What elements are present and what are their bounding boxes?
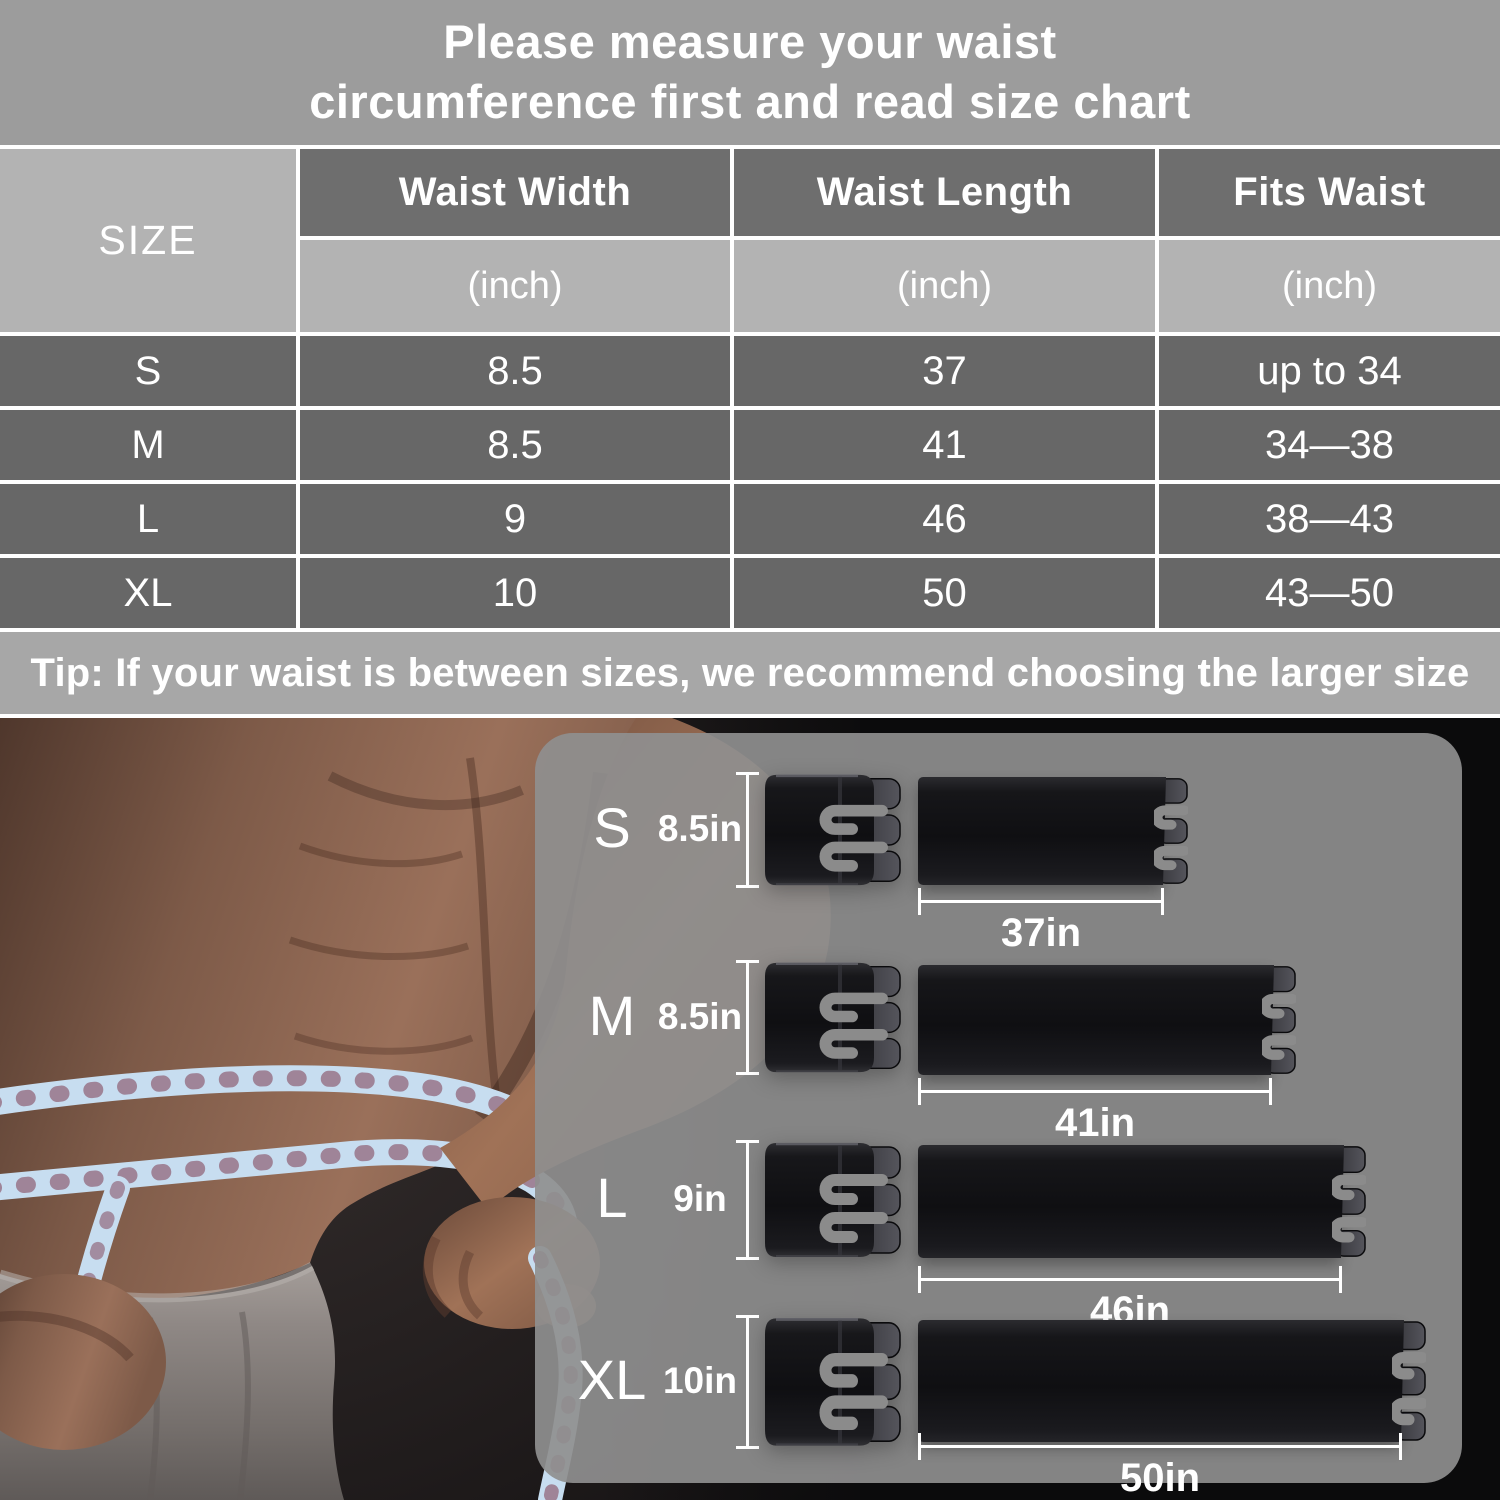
page-title-line2: circumference first and read size chart bbox=[309, 75, 1191, 128]
diagram-width-label: 9in bbox=[673, 1178, 727, 1219]
cell-waist-width: 8.5 bbox=[300, 410, 730, 480]
cell-size: S bbox=[0, 336, 296, 406]
belt-strip-end bbox=[1262, 965, 1296, 1075]
length-dimension-line bbox=[918, 1266, 1342, 1293]
column-header-fits-waist: Fits Waist bbox=[1159, 149, 1500, 236]
cell-size: XL bbox=[0, 558, 296, 628]
page-title-line1: Please measure your waist bbox=[443, 15, 1057, 68]
column-header-waist-length: Waist Length bbox=[734, 149, 1155, 236]
width-dimension-line bbox=[736, 772, 759, 888]
cell-waist-width: 9 bbox=[300, 484, 730, 554]
unit-label-waist-length: (inch) bbox=[734, 240, 1155, 332]
tip-text: Tip: If your waist is between sizes, we … bbox=[30, 650, 1470, 695]
cell-waist-length: 50 bbox=[734, 558, 1155, 628]
belt-strip-end bbox=[1332, 1145, 1366, 1258]
cell-waist-length: 37 bbox=[734, 336, 1155, 406]
diagram-size-label: XL bbox=[577, 1348, 647, 1411]
cell-waist-length: 41 bbox=[734, 410, 1155, 480]
cell-fits-waist: 34—38 bbox=[1159, 410, 1500, 480]
unit-label-waist-width: (inch) bbox=[300, 240, 730, 332]
belt-buckle-illustration bbox=[765, 1142, 901, 1257]
cell-size: M bbox=[0, 410, 296, 480]
cell-fits-waist: 43—50 bbox=[1159, 558, 1500, 628]
diagram-size-label: L bbox=[596, 1166, 628, 1229]
cell-fits-waist: up to 34 bbox=[1159, 336, 1500, 406]
cell-waist-width: 8.5 bbox=[300, 336, 730, 406]
belt-strip-body bbox=[918, 1320, 1400, 1442]
belt-strip-illustration bbox=[918, 1320, 1426, 1442]
belt-strip-illustration bbox=[918, 1145, 1366, 1258]
diagram-length-label: 37in bbox=[1000, 911, 1082, 955]
diagram-length-label: 41in bbox=[1054, 1101, 1136, 1145]
belt-buckle-illustration bbox=[765, 962, 901, 1073]
belt-buckle-illustration bbox=[765, 1318, 901, 1446]
diagram-size-label: S bbox=[593, 796, 631, 859]
unit-label-fits-waist: (inch) bbox=[1159, 240, 1500, 332]
cell-waist-length: 46 bbox=[734, 484, 1155, 554]
diagram-width-label: 10in bbox=[662, 1360, 738, 1401]
diagram-width-label: 8.5in bbox=[657, 995, 743, 1037]
belt-strip-end bbox=[1154, 777, 1188, 885]
belt-strip-illustration bbox=[918, 777, 1188, 885]
length-dimension-line bbox=[918, 1078, 1272, 1105]
page-title: Please measure your waist circumference … bbox=[0, 0, 1500, 145]
belt-strip-illustration bbox=[918, 965, 1296, 1075]
cell-waist-width: 10 bbox=[300, 558, 730, 628]
belt-size-diagram: S 8.5in bbox=[535, 733, 1462, 1500]
belt-strip-end bbox=[1392, 1320, 1426, 1442]
size-column-header: SIZE bbox=[0, 149, 296, 332]
width-dimension-line bbox=[736, 960, 759, 1075]
diagram-width-label: 8.5in bbox=[657, 808, 743, 849]
belt-buckle-illustration bbox=[765, 774, 901, 886]
length-dimension-line bbox=[918, 888, 1164, 915]
length-dimension-line bbox=[918, 1433, 1402, 1460]
belt-strip-body bbox=[918, 1145, 1340, 1258]
width-dimension-line bbox=[736, 1315, 759, 1449]
belt-strip-body bbox=[918, 965, 1270, 1075]
diagram-length-label: 50in bbox=[1119, 1456, 1201, 1500]
belt-strip-body bbox=[918, 777, 1162, 885]
size-table: SIZE Waist Width Waist Length Fits Waist… bbox=[0, 145, 1500, 628]
tip-bar: Tip: If your waist is between sizes, we … bbox=[0, 628, 1500, 718]
cell-fits-waist: 38—43 bbox=[1159, 484, 1500, 554]
diagram-size-label: M bbox=[588, 983, 636, 1047]
column-header-waist-width: Waist Width bbox=[300, 149, 730, 236]
width-dimension-line bbox=[736, 1140, 759, 1260]
cell-size: L bbox=[0, 484, 296, 554]
bottom-section: S 8.5in bbox=[0, 718, 1500, 1500]
